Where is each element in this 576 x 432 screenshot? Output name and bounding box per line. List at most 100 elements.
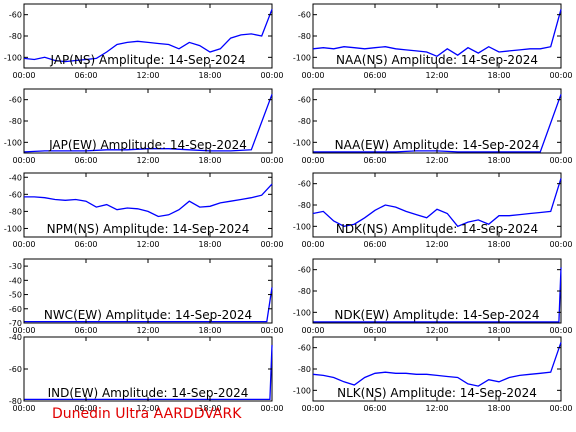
- x-tick-label: 00:00: [12, 156, 35, 165]
- y-tick-label: -60: [9, 305, 22, 314]
- panel-2: -100 -80 -60 00:00 06:00 12:00 18:00 00:00 NAA(N…: [293, 3, 573, 80]
- panel-frame: [23, 336, 273, 402]
- y-tick-label: -60: [9, 190, 22, 199]
- y-tick-label: -40: [9, 333, 22, 342]
- x-tick-label: 00:00: [549, 404, 572, 413]
- x-tick-label: 00:00: [549, 71, 572, 80]
- y-tick-label: -40: [9, 276, 22, 285]
- panel-7: -70 -60 -50 -40 -30 00:00 06:00 12:00 18:00 00:00…: [9, 258, 284, 335]
- y-tick-label: -60: [298, 11, 311, 20]
- amplitude-trace: [23, 94, 273, 153]
- amplitude-trace: [23, 9, 273, 63]
- panel-title: JAP(EW) Amplitude: 14-Sep-2024: [48, 138, 247, 152]
- x-tick-label: 00:00: [549, 326, 572, 335]
- y-tick-label: -50: [9, 291, 22, 300]
- x-tick-label: 12:00: [425, 71, 448, 80]
- x-tick-label: 18:00: [198, 156, 221, 165]
- x-tick-label: 06:00: [74, 156, 97, 165]
- amplitude-trace: [24, 183, 273, 218]
- x-tick-label: 00:00: [260, 326, 283, 335]
- panel-frame: [312, 258, 562, 324]
- x-tick-label: 12:00: [136, 404, 159, 413]
- panel-title: NAA(EW) Amplitude: 14-Sep-2024: [335, 138, 540, 152]
- y-tick-label: -60: [9, 365, 22, 374]
- y-tick-label: -80: [298, 287, 311, 296]
- amplitude-trace: [24, 344, 273, 401]
- y-tick-label: -60: [298, 96, 311, 105]
- y-tick-label: -100: [4, 224, 22, 233]
- panel-4: -100 -80 -60 00:00 06:00 12:00 18:00 00:00 NAA(E…: [293, 88, 573, 165]
- x-tick-label: 18:00: [487, 71, 510, 80]
- y-tick-label: -60: [298, 344, 311, 353]
- footer-label: Dunedin Ultra AARDDVARK: [52, 406, 242, 422]
- panel-title: NDK(NS) Amplitude: 14-Sep-2024: [336, 222, 538, 236]
- x-tick-label: 18:00: [198, 326, 221, 335]
- panel-6: -100 -80 -60 00:00 06:00 12:00 18:00 00:00 NDK(N…: [293, 172, 573, 249]
- x-tick-label: 00:00: [12, 240, 35, 249]
- x-tick-label: 00:00: [12, 326, 35, 335]
- x-tick-label: 00:00: [260, 71, 283, 80]
- x-tick-label: 00:00: [260, 240, 283, 249]
- panel-frame: [23, 172, 273, 238]
- y-tick-label: -80: [9, 207, 22, 216]
- x-tick-label: 12:00: [425, 156, 448, 165]
- x-tick-label: 06:00: [363, 71, 386, 80]
- amplitude-trace: [312, 178, 562, 228]
- x-tick-label: 18:00: [487, 156, 510, 165]
- y-tick-label: -80: [298, 365, 311, 374]
- y-tick-label: -30: [9, 262, 22, 271]
- y-tick-label: -100: [4, 53, 22, 62]
- panel-8: -100 -80 -60 00:00 06:00 12:00 18:00 00:00 NDK(E…: [293, 258, 573, 335]
- x-tick-label: 18:00: [487, 404, 510, 413]
- panel-frame: [23, 3, 273, 69]
- y-tick-label: -100: [293, 308, 311, 317]
- panel-title: NWC(EW) Amplitude: 14-Sep-2024: [44, 308, 252, 322]
- panel-10: -100 -80 -60 00:00 06:00 12:00 18:00 00:00 NLK(N…: [293, 336, 573, 413]
- amplitude-trace: [24, 287, 273, 323]
- x-tick-label: 12:00: [425, 326, 448, 335]
- y-tick-label: -80: [298, 117, 311, 126]
- x-tick-label: 18:00: [487, 326, 510, 335]
- x-tick-label: 12:00: [136, 156, 159, 165]
- y-tick-label: -80: [298, 201, 311, 210]
- y-tick-label: -100: [293, 386, 311, 395]
- x-tick-label: 00:00: [12, 71, 35, 80]
- panel-frame: [312, 336, 562, 402]
- panel-title: NDK(EW) Amplitude: 14-Sep-2024: [334, 308, 539, 322]
- panel-title: NAA(NS) Amplitude: 14-Sep-2024: [336, 53, 538, 67]
- x-tick-label: 06:00: [363, 404, 386, 413]
- y-tick-label: -100: [293, 138, 311, 147]
- x-tick-label: 00:00: [260, 404, 283, 413]
- y-tick-label: -60: [9, 11, 22, 20]
- x-tick-label: 00:00: [301, 404, 324, 413]
- x-tick-label: 00:00: [549, 240, 572, 249]
- x-tick-label: 06:00: [74, 404, 97, 413]
- panel-title: NLK(NS) Amplitude: 14-Sep-2024: [337, 386, 537, 400]
- amplitude-trace: [312, 342, 562, 387]
- y-tick-label: -100: [4, 138, 22, 147]
- y-tick-label: -70: [9, 319, 22, 328]
- x-tick-label: 06:00: [74, 240, 97, 249]
- x-tick-label: 00:00: [301, 156, 324, 165]
- panel-1: -100 -80 -60 00:00 06:00 12:00 18:00 00:00 JAP(N…: [4, 3, 284, 80]
- x-tick-label: 06:00: [363, 326, 386, 335]
- y-tick-label: -40: [9, 173, 22, 182]
- y-tick-label: -60: [298, 180, 311, 189]
- x-tick-label: 06:00: [74, 326, 97, 335]
- y-tick-label: -80: [9, 397, 22, 406]
- y-tick-label: -80: [9, 32, 22, 41]
- panel-title: JAP(NS) Amplitude: 14-Sep-2024: [50, 53, 246, 67]
- panel-9: -80 -60 -40 00:00 06:00 12:00 18:00 00:00 IND(EW…: [9, 333, 284, 413]
- panel-title: NPM(NS) Amplitude: 14-Sep-2024: [47, 222, 250, 236]
- x-tick-label: 18:00: [487, 240, 510, 249]
- x-tick-label: 18:00: [198, 71, 221, 80]
- y-tick-label: -60: [298, 266, 311, 275]
- x-tick-label: 12:00: [425, 240, 448, 249]
- x-tick-label: 06:00: [363, 240, 386, 249]
- y-tick-label: -80: [9, 117, 22, 126]
- x-tick-label: 00:00: [301, 71, 324, 80]
- x-tick-label: 00:00: [301, 326, 324, 335]
- x-tick-label: 06:00: [74, 71, 97, 80]
- x-tick-label: 18:00: [198, 240, 221, 249]
